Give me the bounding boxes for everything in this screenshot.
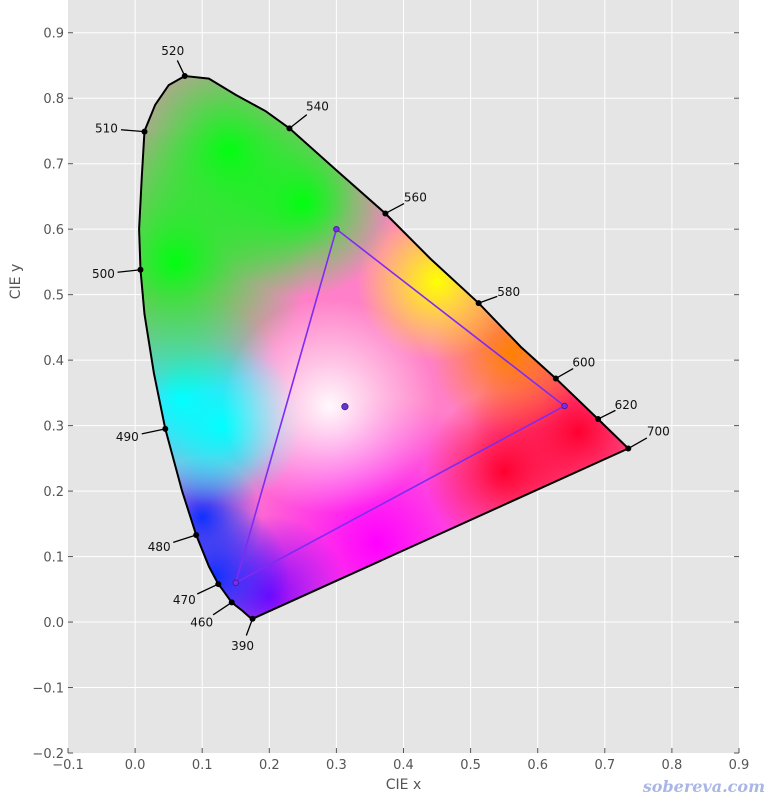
wavelength-label: 510	[95, 122, 118, 136]
wavelength-dot	[181, 72, 188, 79]
wavelength-dot	[625, 445, 632, 452]
y-tick-label: 0.4	[43, 354, 64, 369]
wavelength-dot	[141, 128, 148, 135]
wavelength-leader	[289, 114, 308, 129]
wavelength-label: 490	[116, 430, 139, 444]
wavelength-dot	[162, 425, 169, 432]
y-tick-label: −0.1	[32, 682, 64, 697]
y-tick-label: 0.6	[43, 223, 64, 238]
wavelength-label: 520	[161, 44, 184, 58]
y-tick-label: −0.2	[32, 747, 64, 762]
gamut-vertex	[232, 579, 239, 586]
wavelength-dot	[137, 266, 144, 273]
wavelength-leader	[555, 367, 574, 380]
y-tick-label: 0.3	[43, 420, 64, 435]
wavelength-leader	[627, 437, 648, 450]
wavelength-dot	[475, 300, 482, 307]
wavelength-label: 700	[647, 425, 670, 439]
wavelength-leader	[478, 295, 498, 304]
x-tick-label: 0.3	[326, 758, 347, 773]
y-tick-label: 0.5	[43, 289, 64, 304]
wavelength-dot	[552, 375, 559, 382]
x-tick-label: 0.4	[393, 758, 414, 773]
wavelength-label: 390	[231, 639, 254, 653]
axis-ticks: −0.1 0.0 0.1 0.2 0.3 0.4 0.5 0.6 0.7 0.8 0.9−0.2−0…	[32, 27, 749, 773]
wavelength-label: 500	[92, 267, 115, 281]
y-tick-label: 0.7	[43, 158, 64, 173]
wavelength-label: 620	[615, 398, 638, 412]
y-tick-label: 0.2	[43, 485, 64, 500]
x-tick-label: 0.8	[662, 758, 683, 773]
x-tick-label: 0.6	[527, 758, 548, 773]
color-blob	[222, 298, 438, 514]
x-tick-label: 0.1	[192, 758, 213, 773]
wavelength-leader	[173, 534, 197, 544]
x-tick-label: 0.9	[729, 758, 750, 773]
y-axis-label: CIE y	[8, 264, 24, 300]
wavelength-dot	[382, 210, 389, 217]
wavelength-dot	[595, 416, 602, 423]
gamut-vertex	[333, 225, 340, 233]
white-point-marker	[341, 403, 349, 411]
wavelength-dot	[249, 615, 256, 622]
gamut-triangle	[234, 227, 567, 585]
wavelength-leader	[141, 428, 166, 435]
wavelength-dot	[193, 531, 200, 538]
wavelength-dot	[215, 581, 222, 588]
wavelength-leader	[117, 269, 141, 273]
wavelength-leader	[597, 409, 616, 420]
x-axis-label: CIE x	[386, 777, 422, 793]
wavelength-label: 560	[404, 190, 427, 204]
y-tick-label: 0.8	[43, 92, 64, 107]
wavelength-label: 480	[148, 540, 171, 554]
wavelength-label: 460	[190, 615, 213, 629]
wavelength-leader	[212, 601, 233, 616]
wavelength-dot	[286, 125, 293, 132]
wavelength-label: 540	[306, 99, 329, 113]
wavelength-leader	[385, 202, 405, 215]
x-tick-label: 0.5	[460, 758, 481, 773]
x-tick-label: 0.2	[259, 758, 280, 773]
x-tick-label: 0.0	[125, 758, 146, 773]
gamut-vertex	[561, 402, 568, 410]
wavelength-marks: 390 460 470 480 490 500 510 520 540 560 580 600 620 7…	[92, 44, 670, 653]
spectral-locus	[138, 74, 631, 620]
y-tick-label: 0.0	[43, 616, 64, 631]
wavelength-label: 580	[497, 285, 520, 299]
wavelength-label: 600	[572, 355, 595, 369]
wavelength-leader	[196, 583, 219, 595]
chromaticity-color-fill	[139, 76, 629, 619]
x-tick-label: 0.7	[594, 758, 615, 773]
y-tick-label: 0.9	[43, 27, 64, 42]
gamut-vertices	[232, 225, 568, 586]
wavelength-dot	[228, 599, 235, 606]
wavelength-leader	[120, 129, 145, 133]
wavelength-label: 470	[173, 593, 196, 607]
watermark-text: sobereva.com	[642, 777, 765, 796]
y-tick-label: 0.1	[43, 551, 64, 566]
x-tick-label: −0.1	[52, 758, 84, 773]
